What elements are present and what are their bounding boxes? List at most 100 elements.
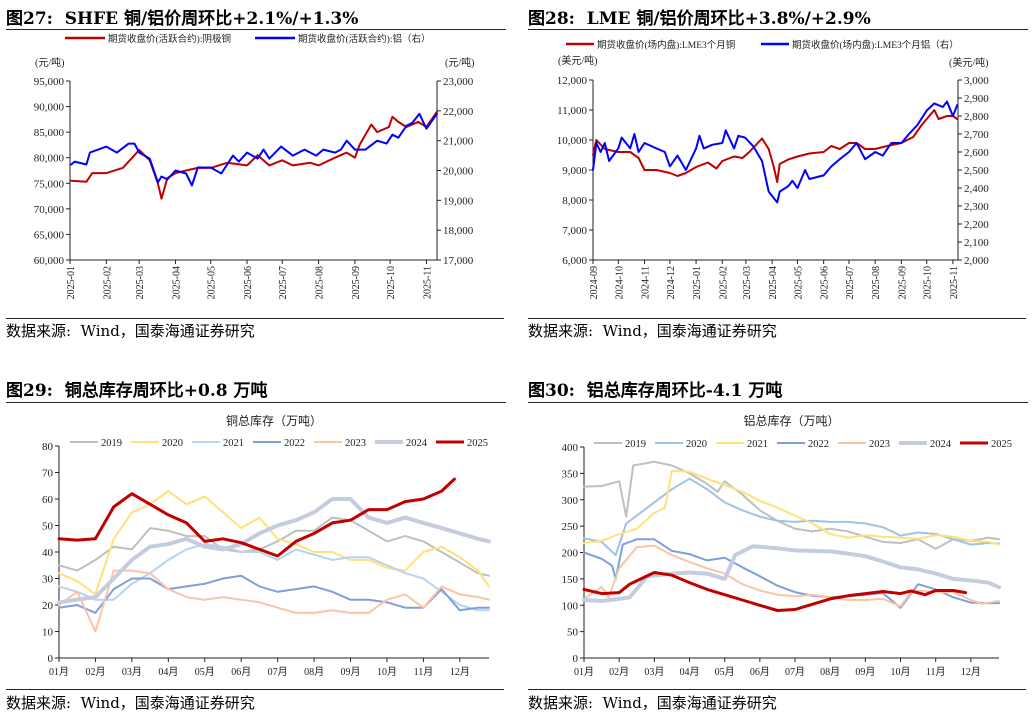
x-tick-label: 04月 bbox=[680, 666, 700, 678]
y2-tick-label: 18,000 bbox=[443, 225, 474, 237]
y-tick-label: 0 bbox=[573, 653, 579, 665]
x-tick-label: 2025-07 bbox=[845, 266, 856, 299]
x-tick-label: 03月 bbox=[122, 666, 142, 678]
x-tick-label: 05月 bbox=[715, 666, 735, 678]
title-divider bbox=[528, 402, 1028, 403]
source-divider bbox=[528, 318, 1026, 319]
y-tick-label: 7,000 bbox=[562, 225, 587, 237]
source-divider bbox=[6, 318, 504, 319]
title-divider bbox=[6, 29, 506, 30]
y-tick-label: 350 bbox=[562, 468, 579, 480]
x-tick-label: 12月 bbox=[450, 666, 470, 678]
aluminum-inventory-chart: 铝总库存（万吨） 0 50 100 150 200 250 300 350 400 01月 02月 03… bbox=[562, 413, 1013, 678]
x-tick-label: 2024-11 bbox=[641, 266, 652, 299]
x-tick-label: 2025-09 bbox=[351, 266, 362, 299]
y-tick-label: 9,000 bbox=[562, 165, 587, 177]
x-tick-label: 05月 bbox=[195, 666, 215, 678]
title-divider bbox=[6, 402, 506, 403]
x-tick-label: 2025-03 bbox=[742, 266, 753, 299]
chart-29-source: 数据来源: Wind，国泰海通证券研究 bbox=[6, 694, 255, 712]
x-tick-label: 2025-04 bbox=[768, 266, 779, 299]
x-tick-label: 2024-12 bbox=[666, 266, 677, 299]
y-tick-label: 65,000 bbox=[34, 229, 65, 241]
chart-30-title: 图30: 铝总库存周环比-4.1 万吨 bbox=[528, 381, 783, 401]
y2-tick-label: 2,200 bbox=[964, 219, 989, 231]
x-tick-label: 07月 bbox=[268, 666, 288, 678]
y-tick-label: 6,000 bbox=[562, 255, 587, 267]
series-line-2021 bbox=[583, 469, 1000, 546]
series-line-2019 bbox=[58, 516, 490, 577]
y2-tick-label: 3,000 bbox=[964, 75, 989, 87]
legend-label: 2023 bbox=[869, 439, 890, 450]
y2-tick-label: 2,300 bbox=[964, 201, 989, 213]
legend-label: 2025 bbox=[467, 438, 488, 449]
x-tick-label: 2025-02 bbox=[718, 266, 729, 299]
x-tick-label: 06月 bbox=[750, 666, 770, 678]
x-tick-label: 2025-05 bbox=[793, 266, 804, 299]
y2-tick-label: 17,000 bbox=[443, 255, 474, 267]
x-tick-label: 06月 bbox=[231, 666, 251, 678]
y-tick-label: 95,000 bbox=[34, 76, 65, 88]
x-tick-label: 2025-08 bbox=[315, 266, 326, 299]
y-tick-label: 11,000 bbox=[557, 105, 587, 117]
y-tick-label: 200 bbox=[562, 548, 579, 560]
x-tick-label: 08月 bbox=[304, 666, 324, 678]
y-tick-label: 10,000 bbox=[557, 135, 588, 147]
chart-30-source: 数据来源: Wind，国泰海通证券研究 bbox=[528, 694, 777, 712]
x-tick-label: 2025-11 bbox=[422, 266, 433, 299]
y-tick-label: 80,000 bbox=[34, 153, 65, 165]
x-tick-label: 2024-09 bbox=[589, 266, 600, 299]
legend-label: 2019 bbox=[625, 439, 646, 450]
x-tick-label: 09月 bbox=[341, 666, 361, 678]
x-tick-label: 03月 bbox=[644, 666, 664, 678]
y2-tick-label: 2,900 bbox=[964, 93, 989, 105]
series-line-2022 bbox=[583, 538, 1000, 609]
legend-label: 期货收盘价(场内盘):LME3个月铜 bbox=[597, 39, 735, 51]
y-tick-label: 10 bbox=[42, 627, 54, 639]
series-line-2023 bbox=[58, 569, 490, 633]
y2-tick-label: 2,800 bbox=[964, 111, 989, 123]
x-tick-label: 2025-01 bbox=[66, 266, 77, 299]
x-tick-label: 11月 bbox=[926, 666, 946, 678]
y-tick-label: 30 bbox=[42, 574, 54, 586]
legend-label: 2021 bbox=[223, 438, 244, 449]
y2-tick-label: 2,700 bbox=[964, 129, 989, 141]
legend-label: 2020 bbox=[162, 438, 183, 449]
x-tick-label: 2025-09 bbox=[897, 266, 908, 299]
x-tick-label: 2024-10 bbox=[614, 266, 625, 299]
series-line-2020 bbox=[583, 477, 1000, 557]
source-divider bbox=[6, 689, 504, 690]
x-tick-label: 2025-01 bbox=[692, 266, 703, 299]
y-tick-label: 75,000 bbox=[34, 178, 65, 190]
y-tick-label: 250 bbox=[562, 521, 579, 533]
x-tick-label: 01月 bbox=[574, 666, 594, 678]
chart-27-title: 图27: SHFE 铜/铝价周环比+2.1%/+1.3% bbox=[6, 9, 359, 29]
legend-label: 2024 bbox=[930, 439, 952, 450]
legend-label: 2019 bbox=[101, 438, 122, 449]
y2-tick-label: 2,400 bbox=[964, 183, 989, 195]
y2-tick-label: 2,500 bbox=[964, 165, 989, 177]
x-tick-label: 2025-11 bbox=[949, 266, 960, 299]
y-tick-label: 150 bbox=[562, 574, 579, 586]
y-tick-label: 50 bbox=[567, 627, 579, 639]
y2-unit-label: (元/吨) bbox=[445, 56, 474, 69]
y-tick-label: 90,000 bbox=[34, 102, 65, 114]
y2-tick-label: 2,000 bbox=[964, 255, 989, 267]
chart-28-title: 图28: LME 铜/铝价周环比+3.8%/+2.9% bbox=[528, 9, 871, 29]
series-line-2021 bbox=[58, 543, 490, 612]
title-divider bbox=[528, 29, 1028, 30]
x-tick-label: 2025-04 bbox=[172, 266, 183, 299]
chart-27-source: 数据来源: Wind，国泰海通证券研究 bbox=[6, 322, 255, 340]
copper-inventory-chart: 铜总库存（万吨） 0 10 20 30 40 50 60 70 80 01月 02月 03月 04月 05月… bbox=[42, 413, 491, 678]
x-tick-label: 12月 bbox=[961, 666, 981, 678]
chart-29-title: 图29: 铜总库存周环比+0.8 万吨 bbox=[6, 381, 268, 401]
y2-unit-label: (美元/吨) bbox=[949, 56, 988, 69]
chart-subtitle: 铜总库存（万吨） bbox=[226, 413, 322, 428]
y2-tick-label: 23,000 bbox=[443, 76, 474, 88]
legend-label: 期货收盘价(场内盘):LME3个月铝（右） bbox=[792, 39, 959, 51]
y-unit-label: (元/吨) bbox=[35, 56, 64, 69]
x-tick-label: 07月 bbox=[785, 666, 805, 678]
x-tick-label: 09月 bbox=[855, 666, 875, 678]
x-tick-label: 2025-08 bbox=[871, 266, 882, 299]
y-tick-label: 20 bbox=[42, 600, 54, 612]
